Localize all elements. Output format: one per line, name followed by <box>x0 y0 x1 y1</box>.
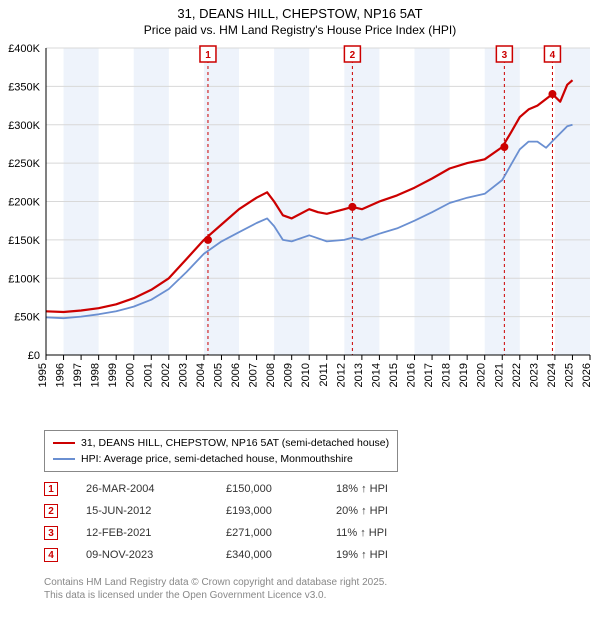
svg-text:£250K: £250K <box>8 158 40 170</box>
svg-text:2024: 2024 <box>546 363 558 387</box>
sale-price: £150,000 <box>226 483 336 495</box>
sale-pct: 18% ↑ HPI <box>336 483 416 495</box>
chart-svg: £0 £50K £100K £150K £200K £250K £300K £350K £400… <box>0 40 600 420</box>
svg-text:2006: 2006 <box>230 363 242 387</box>
svg-text:£350K: £350K <box>8 81 40 93</box>
sale-price: £193,000 <box>226 505 336 517</box>
table-row: 2 15-JUN-2012 £193,000 20% ↑ HPI <box>44 500 416 522</box>
legend-item: HPI: Average price, semi-detached house,… <box>53 451 389 467</box>
svg-text:2021: 2021 <box>493 363 505 387</box>
svg-text:1998: 1998 <box>90 363 102 387</box>
legend-swatch <box>53 458 75 460</box>
svg-text:1: 1 <box>205 50 211 61</box>
sale-marker: 3 <box>44 526 58 540</box>
title-subtitle: Price paid vs. HM Land Registry's House … <box>0 23 600 37</box>
chart-container: 31, DEANS HILL, CHEPSTOW, NP16 5AT Price… <box>0 0 600 620</box>
footer-line: Contains HM Land Registry data © Crown c… <box>44 576 387 589</box>
footer-attribution: Contains HM Land Registry data © Crown c… <box>44 576 387 602</box>
svg-text:£100K: £100K <box>8 273 40 285</box>
table-row: 3 12-FEB-2021 £271,000 11% ↑ HPI <box>44 522 416 544</box>
svg-text:2001: 2001 <box>142 363 154 387</box>
legend-label: 31, DEANS HILL, CHEPSTOW, NP16 5AT (semi… <box>81 437 389 449</box>
svg-text:2025: 2025 <box>563 363 575 387</box>
chart-area: £0 £50K £100K £150K £200K £250K £300K £350K £400… <box>0 40 600 420</box>
svg-text:2019: 2019 <box>458 363 470 387</box>
svg-text:2016: 2016 <box>406 363 418 387</box>
svg-text:£50K: £50K <box>14 312 40 324</box>
footer-line: This data is licensed under the Open Gov… <box>44 589 387 602</box>
svg-text:4: 4 <box>550 50 556 61</box>
svg-text:2012: 2012 <box>335 363 347 387</box>
svg-text:1995: 1995 <box>37 363 49 387</box>
svg-text:2014: 2014 <box>370 363 382 387</box>
sale-marker: 1 <box>44 482 58 496</box>
svg-text:2018: 2018 <box>441 363 453 387</box>
svg-text:£150K: £150K <box>8 235 40 247</box>
sale-date: 15-JUN-2012 <box>86 505 226 517</box>
legend-label: HPI: Average price, semi-detached house,… <box>81 453 353 465</box>
svg-text:3: 3 <box>502 50 508 61</box>
svg-text:2011: 2011 <box>318 363 330 387</box>
svg-text:1999: 1999 <box>107 363 119 387</box>
svg-text:£200K: £200K <box>8 197 40 209</box>
svg-text:£400K: £400K <box>8 43 40 55</box>
svg-text:2007: 2007 <box>248 363 260 387</box>
table-row: 1 26-MAR-2004 £150,000 18% ↑ HPI <box>44 478 416 500</box>
svg-text:2010: 2010 <box>300 363 312 387</box>
svg-text:2004: 2004 <box>195 363 207 387</box>
svg-text:1996: 1996 <box>55 363 67 387</box>
sale-pct: 11% ↑ HPI <box>336 527 416 539</box>
svg-text:2017: 2017 <box>423 363 435 387</box>
legend-item: 31, DEANS HILL, CHEPSTOW, NP16 5AT (semi… <box>53 435 389 451</box>
svg-text:2009: 2009 <box>283 363 295 387</box>
sale-date: 09-NOV-2023 <box>86 549 226 561</box>
sale-marker: 4 <box>44 548 58 562</box>
table-row: 4 09-NOV-2023 £340,000 19% ↑ HPI <box>44 544 416 566</box>
sale-pct: 19% ↑ HPI <box>336 549 416 561</box>
sales-table: 1 26-MAR-2004 £150,000 18% ↑ HPI 2 15-JU… <box>44 478 416 566</box>
svg-text:2026: 2026 <box>581 363 593 387</box>
svg-text:2000: 2000 <box>125 363 137 387</box>
svg-text:2: 2 <box>350 50 356 61</box>
svg-text:2015: 2015 <box>388 363 400 387</box>
svg-text:1997: 1997 <box>72 363 84 387</box>
sale-pct: 20% ↑ HPI <box>336 505 416 517</box>
svg-text:2003: 2003 <box>177 363 189 387</box>
title-address: 31, DEANS HILL, CHEPSTOW, NP16 5AT <box>0 6 600 21</box>
svg-text:2022: 2022 <box>511 363 523 387</box>
svg-text:2008: 2008 <box>265 363 277 387</box>
sale-date: 12-FEB-2021 <box>86 527 226 539</box>
legend: 31, DEANS HILL, CHEPSTOW, NP16 5AT (semi… <box>44 430 398 472</box>
svg-text:2023: 2023 <box>528 363 540 387</box>
svg-text:£300K: £300K <box>8 120 40 132</box>
legend-swatch <box>53 442 75 445</box>
title-block: 31, DEANS HILL, CHEPSTOW, NP16 5AT Price… <box>0 0 600 37</box>
svg-text:£0: £0 <box>28 350 40 362</box>
sale-marker: 2 <box>44 504 58 518</box>
sale-price: £271,000 <box>226 527 336 539</box>
svg-text:2013: 2013 <box>353 363 365 387</box>
svg-text:2020: 2020 <box>476 363 488 387</box>
svg-text:2002: 2002 <box>160 363 172 387</box>
sale-price: £340,000 <box>226 549 336 561</box>
svg-text:2005: 2005 <box>212 363 224 387</box>
sale-date: 26-MAR-2004 <box>86 483 226 495</box>
